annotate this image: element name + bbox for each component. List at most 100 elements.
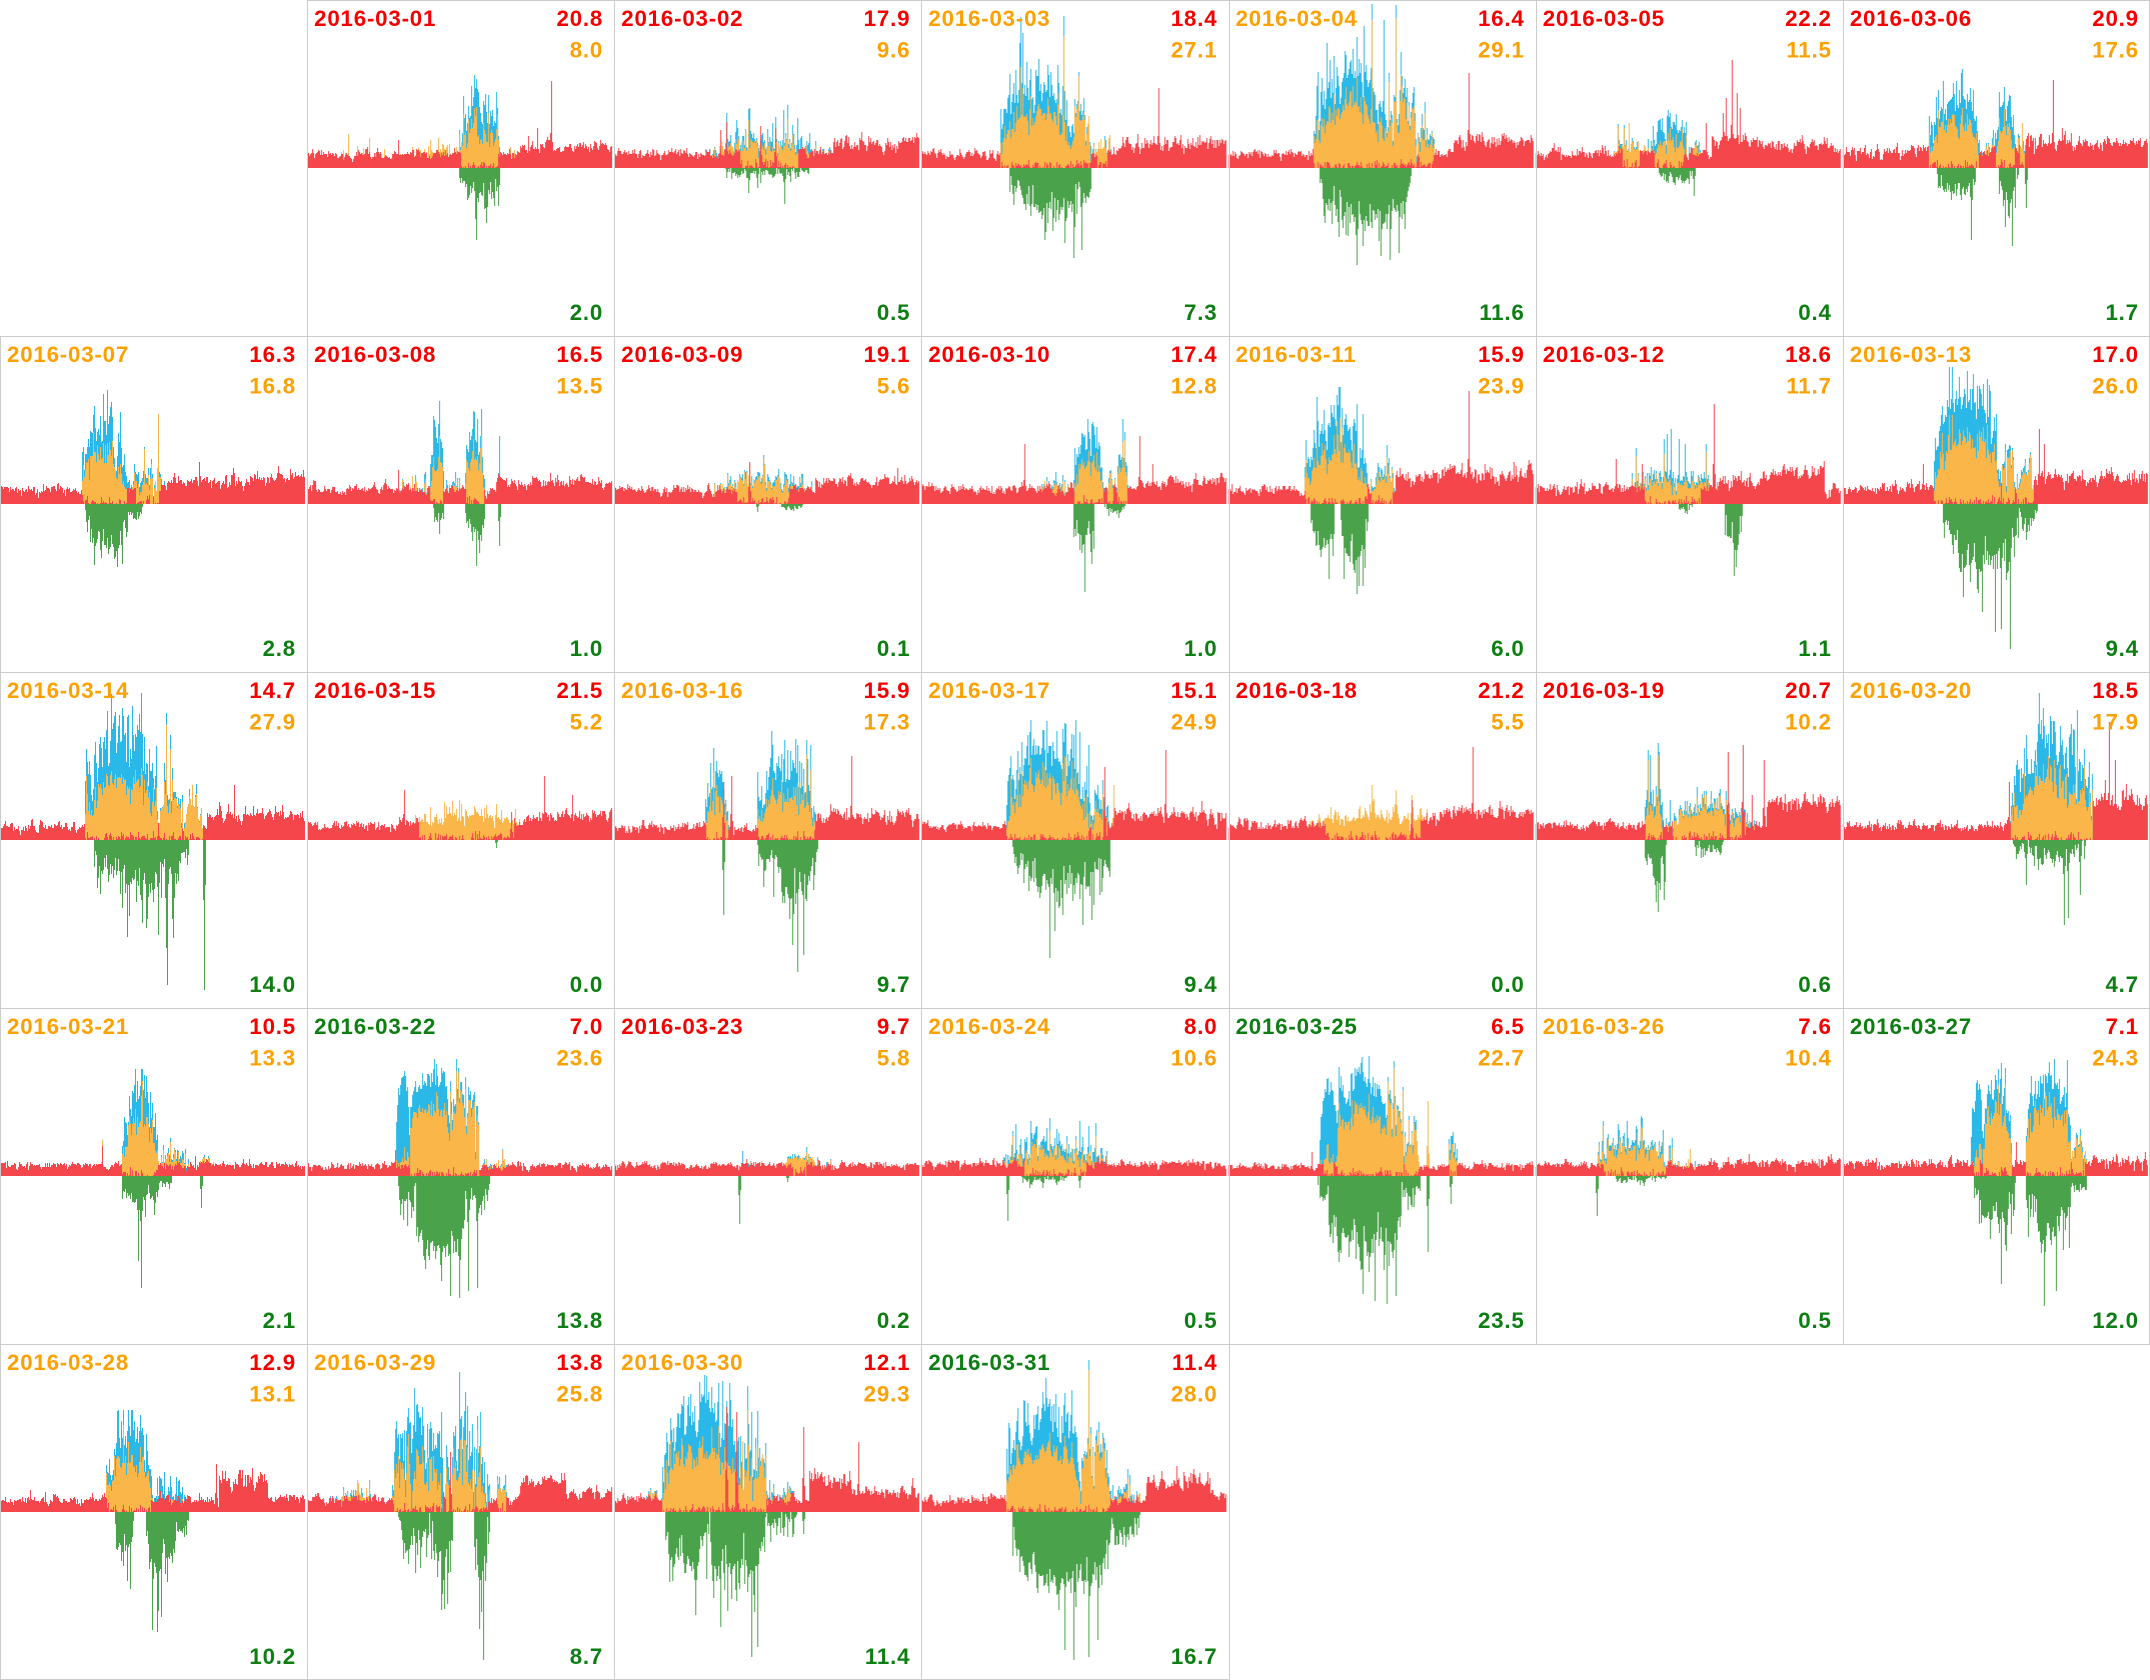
svg-text:0.6: 0.6	[1798, 972, 1831, 997]
svg-text:18.6: 18.6	[1785, 342, 1832, 367]
svg-text:13.5: 13.5	[557, 374, 604, 399]
svg-text:17.9: 17.9	[864, 6, 911, 31]
svg-text:2016-03-10: 2016-03-10	[928, 342, 1050, 367]
svg-text:16.4: 16.4	[1478, 6, 1525, 31]
svg-text:5.8: 5.8	[877, 1046, 910, 1071]
svg-text:28.0: 28.0	[1171, 1382, 1218, 1407]
svg-text:12.9: 12.9	[249, 1350, 296, 1375]
svg-text:24.9: 24.9	[1171, 710, 1218, 735]
svg-text:2016-03-01: 2016-03-01	[314, 6, 436, 31]
svg-text:23.9: 23.9	[1478, 374, 1525, 399]
svg-text:2016-03-06: 2016-03-06	[1850, 6, 1972, 31]
svg-text:11.7: 11.7	[1786, 374, 1831, 399]
svg-text:12.0: 12.0	[2092, 1308, 2139, 1333]
svg-text:20.7: 20.7	[1785, 678, 1832, 703]
svg-text:12.1: 12.1	[864, 1350, 911, 1375]
svg-text:2016-03-05: 2016-03-05	[1543, 6, 1665, 31]
svg-text:0.2: 0.2	[877, 1308, 910, 1333]
svg-text:13.8: 13.8	[557, 1350, 604, 1375]
svg-text:27.9: 27.9	[249, 710, 296, 735]
svg-text:10.2: 10.2	[249, 1644, 296, 1669]
svg-text:0.1: 0.1	[877, 636, 910, 661]
svg-text:2016-03-07: 2016-03-07	[7, 342, 129, 367]
svg-text:9.7: 9.7	[877, 1014, 910, 1039]
svg-text:18.4: 18.4	[1171, 6, 1218, 31]
svg-text:2016-03-28: 2016-03-28	[7, 1350, 129, 1375]
svg-text:2016-03-21: 2016-03-21	[7, 1014, 129, 1039]
svg-text:2016-03-30: 2016-03-30	[621, 1350, 743, 1375]
svg-text:2.0: 2.0	[570, 300, 603, 325]
svg-text:21.2: 21.2	[1478, 678, 1525, 703]
svg-text:18.5: 18.5	[2092, 678, 2139, 703]
svg-text:2016-03-19: 2016-03-19	[1543, 678, 1665, 703]
svg-text:2016-03-20: 2016-03-20	[1850, 678, 1972, 703]
svg-text:2016-03-04: 2016-03-04	[1236, 6, 1358, 31]
svg-text:23.5: 23.5	[1478, 1308, 1525, 1333]
svg-text:2016-03-23: 2016-03-23	[621, 1014, 743, 1039]
svg-text:0.0: 0.0	[1491, 972, 1524, 997]
svg-text:10.5: 10.5	[249, 1014, 296, 1039]
svg-text:12.8: 12.8	[1171, 374, 1218, 399]
svg-text:5.6: 5.6	[877, 374, 910, 399]
svg-text:14.0: 14.0	[249, 972, 296, 997]
svg-text:15.1: 15.1	[1171, 678, 1218, 703]
svg-text:17.4: 17.4	[1171, 342, 1218, 367]
svg-text:14.7: 14.7	[249, 678, 296, 703]
svg-text:17.3: 17.3	[864, 710, 911, 735]
svg-text:9.4: 9.4	[2105, 636, 2138, 661]
svg-text:0.5: 0.5	[1184, 1308, 1217, 1333]
svg-text:8.0: 8.0	[1184, 1014, 1217, 1039]
svg-text:2016-03-11: 2016-03-11	[1236, 342, 1357, 367]
svg-text:13.1: 13.1	[249, 1382, 296, 1407]
svg-text:13.3: 13.3	[249, 1046, 296, 1071]
svg-text:0.5: 0.5	[1798, 1308, 1831, 1333]
svg-text:8.7: 8.7	[570, 1644, 603, 1669]
svg-text:1.7: 1.7	[2105, 300, 2138, 325]
svg-text:11.5: 11.5	[1786, 38, 1831, 63]
svg-text:10.2: 10.2	[1785, 710, 1832, 735]
svg-text:0.0: 0.0	[570, 972, 603, 997]
svg-text:2016-03-25: 2016-03-25	[1236, 1014, 1358, 1039]
svg-text:2.1: 2.1	[263, 1308, 296, 1333]
svg-text:9.4: 9.4	[1184, 972, 1217, 997]
svg-text:10.4: 10.4	[1785, 1046, 1832, 1071]
svg-text:1.0: 1.0	[1184, 636, 1217, 661]
svg-text:27.1: 27.1	[1171, 38, 1218, 63]
svg-text:2016-03-15: 2016-03-15	[314, 678, 436, 703]
svg-text:29.1: 29.1	[1478, 38, 1525, 63]
svg-text:8.0: 8.0	[570, 38, 603, 63]
svg-text:16.7: 16.7	[1171, 1644, 1218, 1669]
svg-text:2016-03-14: 2016-03-14	[7, 678, 129, 703]
svg-text:6.0: 6.0	[1491, 636, 1524, 661]
svg-text:24.3: 24.3	[2092, 1046, 2139, 1071]
svg-text:5.5: 5.5	[1491, 710, 1524, 735]
svg-text:17.0: 17.0	[2092, 342, 2139, 367]
svg-text:2016-03-09: 2016-03-09	[621, 342, 743, 367]
svg-text:9.6: 9.6	[877, 38, 910, 63]
svg-text:2016-03-18: 2016-03-18	[1236, 678, 1358, 703]
svg-text:20.8: 20.8	[557, 6, 604, 31]
svg-text:22.2: 22.2	[1785, 6, 1832, 31]
svg-text:22.7: 22.7	[1478, 1046, 1525, 1071]
svg-text:2016-03-27: 2016-03-27	[1850, 1014, 1972, 1039]
svg-text:2016-03-24: 2016-03-24	[928, 1014, 1050, 1039]
svg-text:5.2: 5.2	[570, 710, 603, 735]
svg-text:7.6: 7.6	[1798, 1014, 1831, 1039]
svg-text:7.0: 7.0	[570, 1014, 603, 1039]
svg-text:7.1: 7.1	[2105, 1014, 2138, 1039]
svg-text:9.7: 9.7	[877, 972, 910, 997]
svg-text:0.5: 0.5	[877, 300, 910, 325]
svg-text:2016-03-17: 2016-03-17	[928, 678, 1050, 703]
svg-text:10.6: 10.6	[1171, 1046, 1218, 1071]
svg-text:11.6: 11.6	[1479, 300, 1524, 325]
svg-text:13.8: 13.8	[557, 1308, 604, 1333]
svg-text:2016-03-12: 2016-03-12	[1543, 342, 1665, 367]
svg-text:2016-03-08: 2016-03-08	[314, 342, 436, 367]
svg-text:6.5: 6.5	[1491, 1014, 1524, 1039]
svg-text:20.9: 20.9	[2092, 6, 2139, 31]
svg-text:0.4: 0.4	[1798, 300, 1831, 325]
svg-text:2016-03-13: 2016-03-13	[1850, 342, 1972, 367]
svg-text:15.9: 15.9	[864, 678, 911, 703]
svg-text:2016-03-16: 2016-03-16	[621, 678, 743, 703]
svg-text:2016-03-26: 2016-03-26	[1543, 1014, 1665, 1039]
